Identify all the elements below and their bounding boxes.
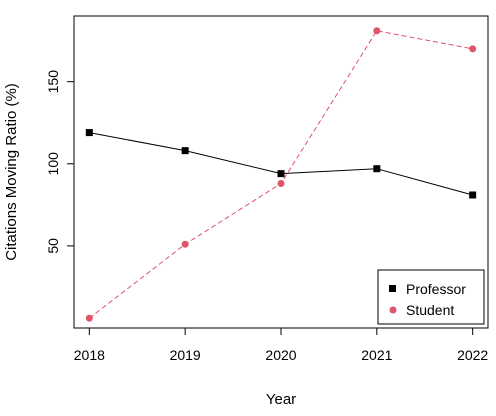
data-point-professor (181, 147, 189, 155)
y-axis-title: Citations Moving Ratio (%) (3, 83, 20, 261)
x-axis: 2018 2019 2020 2021 2022 (74, 327, 488, 363)
data-point-professor (373, 165, 381, 173)
y-tick-label: 150 (45, 70, 61, 94)
legend-marker-professor (389, 285, 396, 292)
y-axis: 50 100 150 (45, 70, 75, 254)
data-point-student (181, 240, 189, 248)
legend-label-professor: Professor (406, 281, 466, 297)
legend-label-student: Student (406, 302, 454, 318)
x-tick-label: 2022 (457, 347, 488, 363)
x-tick-label: 2018 (74, 347, 105, 363)
series-professor (85, 129, 477, 199)
x-tick-label: 2021 (361, 347, 392, 363)
data-point-student (85, 314, 93, 322)
y-tick-label: 50 (45, 238, 61, 254)
x-axis-title: Year (266, 391, 296, 408)
legend: Professor Student (377, 269, 485, 325)
data-point-student (277, 179, 285, 187)
y-tick-label: 100 (45, 152, 61, 176)
data-point-professor (277, 170, 285, 178)
data-point-professor (469, 191, 477, 199)
legend-marker-student (389, 306, 397, 314)
x-tick-label: 2019 (170, 347, 201, 363)
data-point-professor (85, 129, 93, 137)
series-student (85, 27, 477, 322)
data-point-student (373, 27, 381, 35)
x-tick-label: 2020 (265, 347, 296, 363)
data-point-student (469, 45, 477, 53)
legend-box (377, 269, 485, 325)
series-layer (85, 27, 477, 322)
